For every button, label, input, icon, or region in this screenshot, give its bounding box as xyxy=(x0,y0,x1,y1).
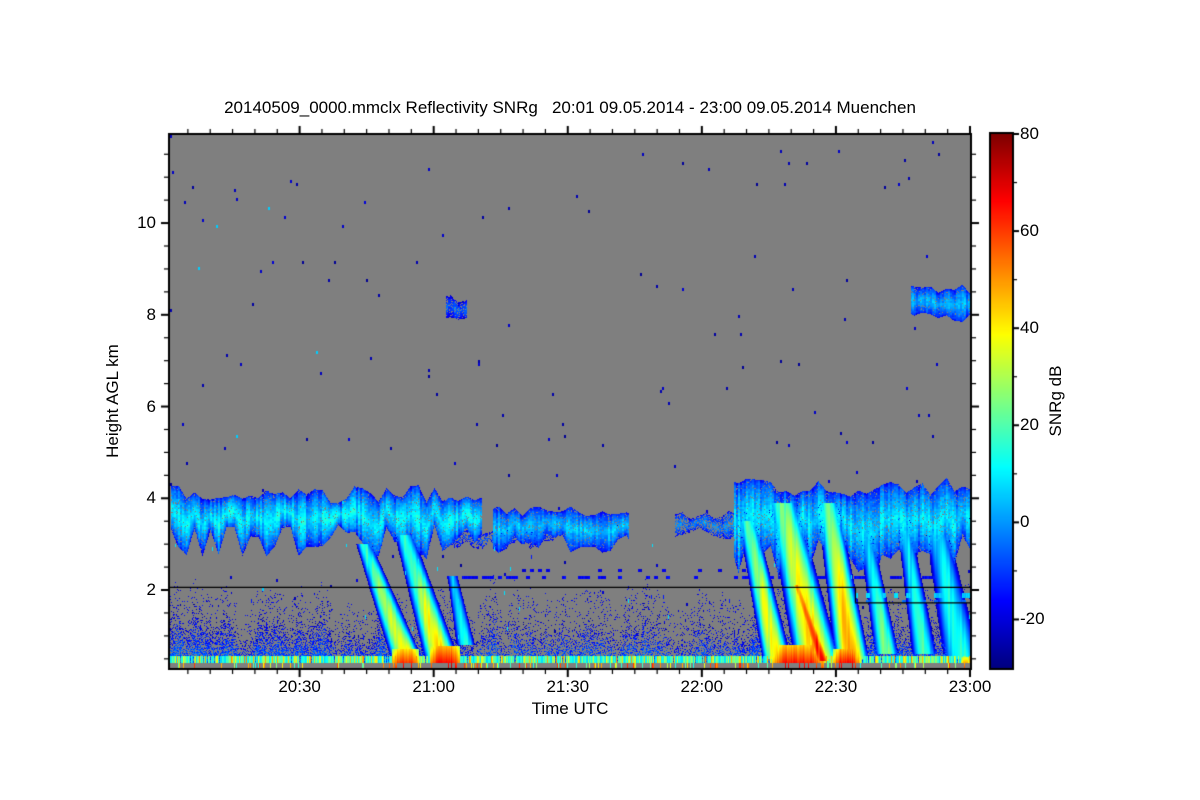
x-axis-label: Time UTC xyxy=(531,699,609,718)
colorbar-label: SNRg dB xyxy=(1046,365,1065,437)
y-tick-label: 8 xyxy=(146,304,156,324)
x-tick-label: 22:00 xyxy=(680,677,724,696)
y-tick-label: 10 xyxy=(137,213,156,233)
colorbar-tick-label: -20 xyxy=(1020,609,1045,629)
x-tick-label: 21:30 xyxy=(546,677,590,696)
plot-title: 20140509_0000.mmclx Reflectivity SNRg 20… xyxy=(224,98,916,117)
y-tick-label: 2 xyxy=(146,580,156,600)
colorbar-tick-label: 60 xyxy=(1020,221,1039,241)
colorbar-tick-label: 0 xyxy=(1020,512,1030,532)
x-tick-label: 21:00 xyxy=(412,677,455,696)
y-tick-label: 4 xyxy=(146,488,156,508)
colorbar-tick-label: 40 xyxy=(1020,318,1039,338)
colorbar-tick-label: 20 xyxy=(1020,415,1039,435)
x-tick-label: 22:30 xyxy=(814,677,858,696)
y-tick-label: 6 xyxy=(146,396,156,416)
x-tick-label: 20:30 xyxy=(278,677,321,696)
colorbar-tick-label: 80 xyxy=(1020,124,1039,143)
x-tick-label: 23:00 xyxy=(948,677,992,696)
